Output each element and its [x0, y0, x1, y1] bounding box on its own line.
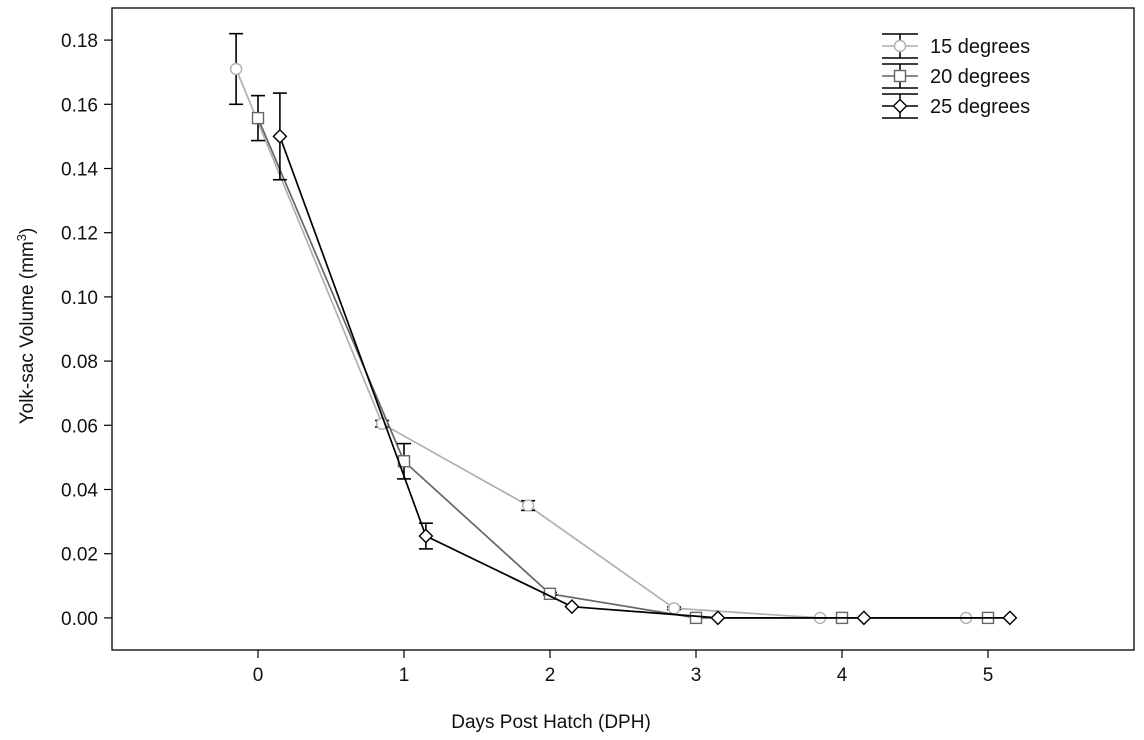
series-line: [235, 68, 967, 619]
data-point: [251, 111, 265, 125]
y-tick-label: 0.04: [61, 481, 98, 502]
x-tick-label: 3: [691, 665, 702, 686]
legend-item: 15 degrees: [882, 33, 1030, 59]
plot-area: [111, 7, 1135, 651]
legend-label: 25 degrees: [930, 96, 1030, 118]
legend-item: 20 degrees: [882, 63, 1030, 89]
x-axis-title: Days Post Hatch (DPH): [451, 712, 651, 733]
data-point: [1002, 610, 1018, 626]
legend-label: 20 degrees: [930, 66, 1030, 88]
x-tick-label: 2: [545, 665, 556, 686]
legend-marker: [893, 69, 907, 83]
data-point: [272, 128, 288, 144]
data-point: [667, 602, 681, 615]
axes: 0 1 2 3 4 5 0.00 0.02 0.04 0.06 0.08 0.10 0.12 0.14 0.…: [61, 31, 993, 686]
y-axis-title: Yolk-sac Volume (mm3): [14, 228, 38, 425]
series-square-group: [251, 94, 995, 625]
legend: 15 degrees 20 degrees 25 degrees: [882, 33, 1030, 119]
y-axis-title-sup: 3: [14, 234, 29, 241]
x-tick-label: 1: [399, 665, 410, 686]
data-point: [229, 62, 243, 76]
data-point: [856, 610, 872, 626]
x-tick-label: 4: [837, 665, 848, 686]
y-tick-label: 0.00: [61, 609, 98, 630]
y-tick-label: 0.06: [61, 416, 98, 437]
series-circle-group: [229, 32, 973, 625]
x-tick-label: 5: [983, 665, 994, 686]
y-axis-title-suffix: ): [17, 228, 38, 234]
data-point: [689, 611, 703, 625]
y-tick-label: 0.02: [61, 545, 98, 566]
data-point: [418, 528, 434, 544]
legend-marker: [892, 98, 908, 114]
y-tick-label: 0.08: [61, 352, 98, 373]
y-axis-title-main: Yolk-sac Volume (mm: [17, 241, 38, 424]
series-line: [257, 117, 988, 619]
y-tick-label: 0.14: [61, 160, 98, 181]
plot-frame: [111, 7, 1135, 651]
data-point: [710, 610, 726, 626]
legend-item: 25 degrees: [882, 93, 1030, 119]
y-tick-label: 0.16: [61, 95, 98, 116]
data-point: [521, 499, 535, 512]
data-point: [564, 599, 580, 615]
series-group: [229, 32, 1018, 626]
y-tick-label: 0.10: [61, 288, 98, 309]
series-line: [279, 136, 1010, 619]
legend-label: 15 degrees: [930, 36, 1030, 58]
legend-marker: [893, 39, 907, 53]
y-tick-label: 0.12: [61, 224, 98, 245]
x-tick-label: 0: [253, 665, 264, 686]
series-diamond-group: [272, 92, 1018, 626]
y-tick-label: 0.18: [61, 31, 98, 52]
